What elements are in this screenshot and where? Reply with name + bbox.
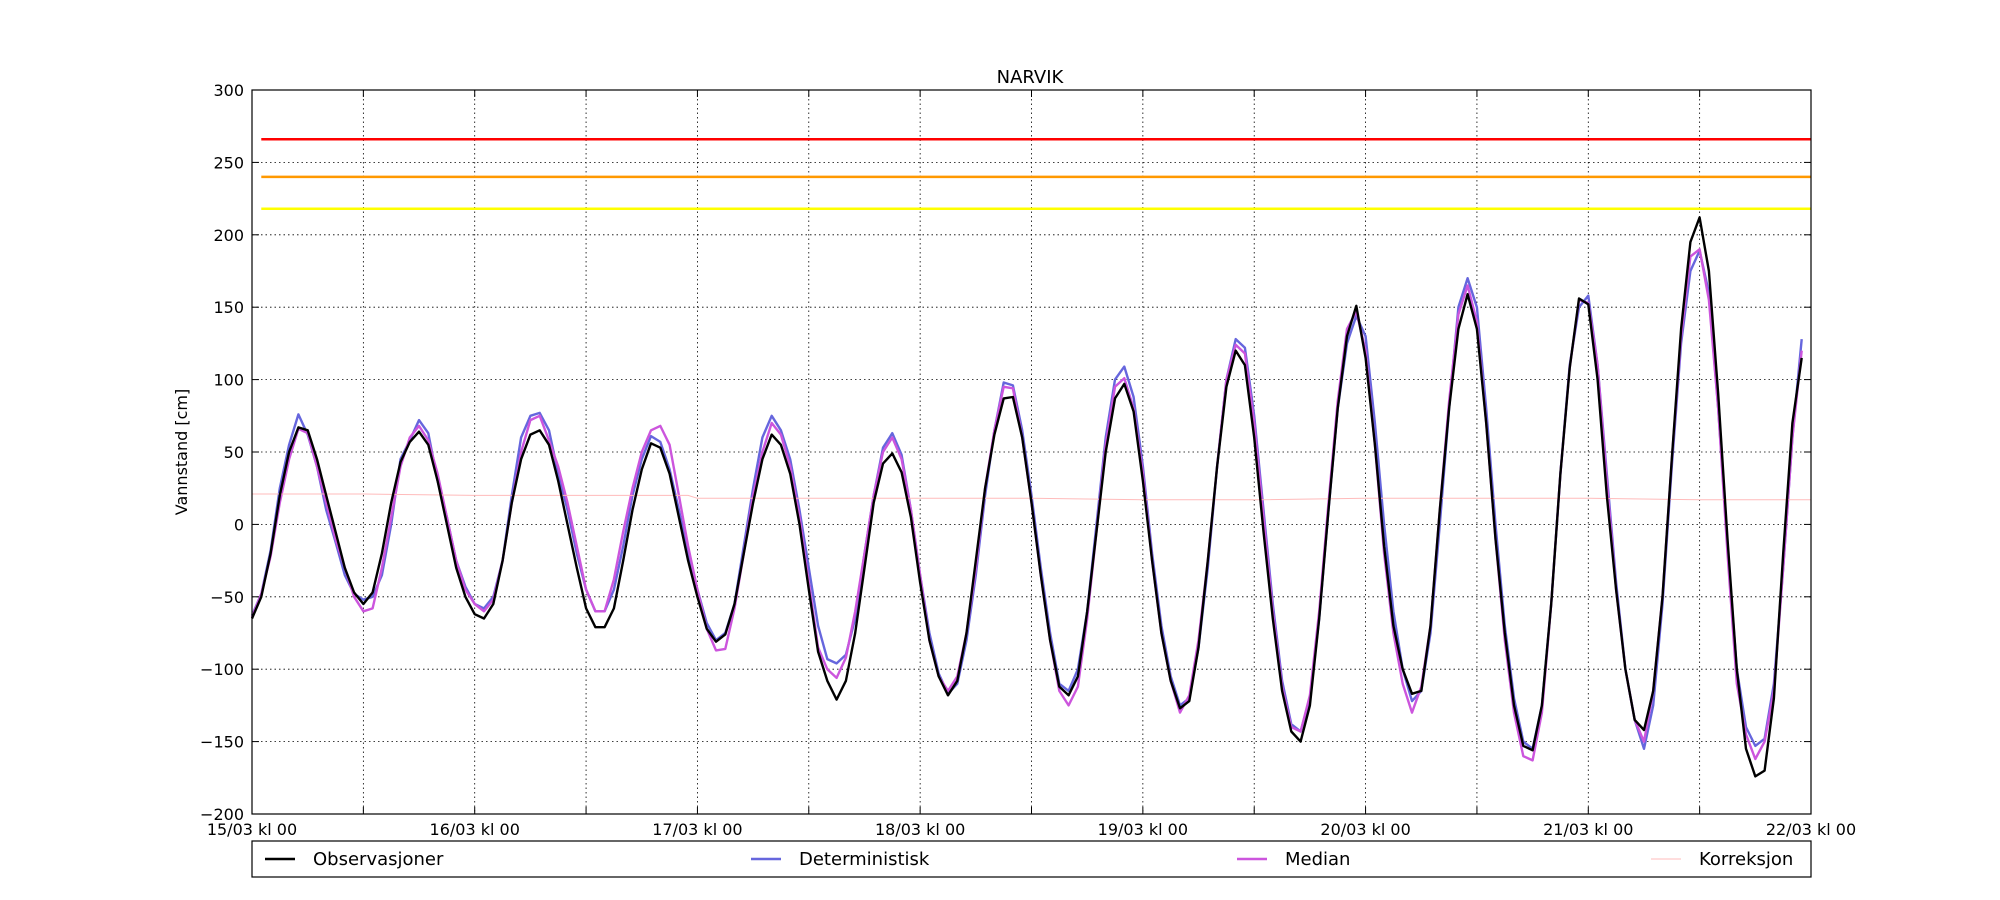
x-tick-label: 18/03 kl 00 xyxy=(875,820,965,839)
x-tick-label: 19/03 kl 00 xyxy=(1098,820,1188,839)
y-tick-label: 50 xyxy=(224,443,244,462)
y-tick-label: −100 xyxy=(200,660,244,679)
y-tick-label: −200 xyxy=(200,805,244,824)
x-tick-label: 21/03 kl 00 xyxy=(1543,820,1633,839)
y-axis-label: Vannstand [cm] xyxy=(172,389,191,515)
grid-lines xyxy=(252,90,1811,814)
legend: Observasjoner Deterministisk Median Korreks… xyxy=(251,840,1812,878)
series-line-median xyxy=(250,248,1803,762)
y-tick-label: 150 xyxy=(213,298,244,317)
legend-label-median: Median xyxy=(1285,849,1350,870)
y-tick-label: 200 xyxy=(213,226,244,245)
y-tick-label: 300 xyxy=(213,81,244,100)
x-tick-label: 15/03 kl 00 xyxy=(207,820,297,839)
y-tick-label: 100 xyxy=(213,371,244,390)
y-tick-label: −50 xyxy=(210,588,244,607)
series-line-korreksjon xyxy=(252,493,1811,501)
threshold-lines xyxy=(261,137,1811,210)
x-tick-label: 16/03 kl 00 xyxy=(430,820,520,839)
y-tick-label: −150 xyxy=(200,733,244,752)
x-tick-label: 17/03 kl 00 xyxy=(652,820,742,839)
legend-label-deterministisk: Deterministisk xyxy=(799,849,930,870)
legend-label-korreksjon: Korreksjon xyxy=(1699,849,1793,870)
axis-ticks: −200 −150 −100 −50 0 50 100 150 200 250 300 15/03 k… xyxy=(200,81,1856,839)
legend-label-observasjoner: Observasjoner xyxy=(313,849,444,870)
x-tick-label: 20/03 kl 00 xyxy=(1320,820,1410,839)
legend-frame xyxy=(251,840,1812,878)
series-line-observasjoner xyxy=(250,216,1803,778)
series-lines xyxy=(250,216,1811,778)
y-tick-label: 0 xyxy=(234,515,244,534)
y-tick-label: 250 xyxy=(213,153,244,172)
chart-title: NARVIK xyxy=(997,67,1065,88)
x-tick-label: 22/03 kl 00 xyxy=(1766,820,1856,839)
series-line-deterministisk xyxy=(250,249,1803,750)
